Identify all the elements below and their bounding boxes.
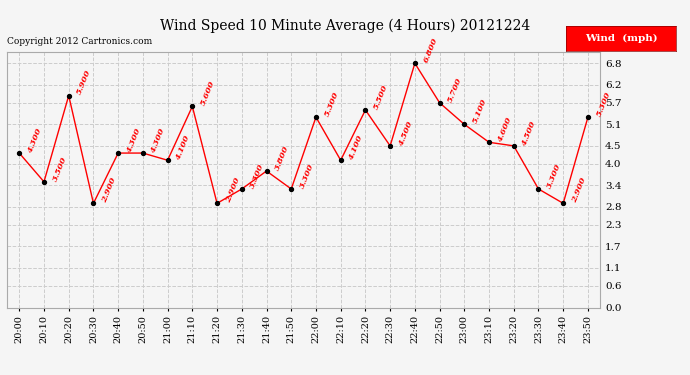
Text: 6.800: 6.800 (422, 36, 439, 64)
Point (509, 143, 520, 149)
Point (409, 60, 420, 66)
Point (14, 150, 25, 156)
Text: 2.900: 2.900 (570, 177, 587, 204)
Text: 5.700: 5.700 (446, 76, 464, 104)
Text: 5.300: 5.300 (595, 90, 612, 118)
Text: 4.100: 4.100 (348, 134, 365, 161)
Text: Copyright 2012 Cartronics.com: Copyright 2012 Cartronics.com (7, 38, 152, 46)
Point (582, 114, 593, 120)
Point (459, 122, 470, 128)
Point (236, 186, 247, 192)
Text: 5.900: 5.900 (76, 69, 93, 96)
Text: 4.500: 4.500 (397, 119, 415, 147)
Point (162, 157, 173, 163)
Text: 4.300: 4.300 (125, 126, 142, 154)
Text: 4.600: 4.600 (496, 116, 513, 143)
Text: 5.600: 5.600 (199, 80, 217, 107)
Point (63, 93, 75, 99)
Text: 3.500: 3.500 (51, 155, 68, 182)
Text: 4.300: 4.300 (150, 126, 167, 154)
Text: Wind  (mph): Wind (mph) (584, 34, 658, 43)
Text: 5.500: 5.500 (373, 83, 390, 111)
Text: 3.300: 3.300 (545, 162, 563, 190)
Text: 3.300: 3.300 (248, 162, 266, 190)
Point (88, 200, 99, 206)
Point (384, 143, 395, 149)
Text: 4.300: 4.300 (26, 126, 43, 154)
Point (137, 150, 148, 156)
Point (39, 179, 50, 185)
Point (286, 186, 297, 192)
Text: 4.500: 4.500 (521, 119, 538, 147)
Point (434, 100, 445, 106)
Point (335, 157, 346, 163)
Point (212, 200, 223, 206)
Point (360, 107, 371, 113)
Point (187, 104, 198, 110)
Point (112, 150, 124, 156)
Point (484, 139, 495, 145)
Text: Wind Speed 10 Minute Average (4 Hours) 20121224: Wind Speed 10 Minute Average (4 Hours) 2… (160, 19, 530, 33)
Text: 2.900: 2.900 (100, 177, 118, 204)
Text: 3.300: 3.300 (298, 162, 315, 190)
Text: 4.100: 4.100 (175, 134, 192, 161)
Point (310, 114, 322, 120)
Text: 5.300: 5.300 (323, 90, 340, 118)
Text: 5.100: 5.100 (471, 98, 489, 125)
Point (261, 168, 272, 174)
Point (558, 200, 569, 206)
Text: 3.800: 3.800 (273, 144, 290, 172)
Text: 2.900: 2.900 (224, 177, 241, 204)
Point (533, 186, 544, 192)
